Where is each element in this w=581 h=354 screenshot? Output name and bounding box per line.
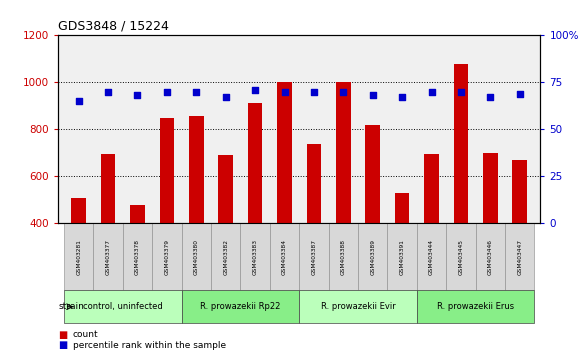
Text: GSM403388: GSM403388 [341, 239, 346, 275]
Text: GSM403378: GSM403378 [135, 239, 140, 275]
Text: R. prowazekii Evir: R. prowazekii Evir [321, 302, 396, 311]
Text: GSM403387: GSM403387 [311, 239, 317, 275]
Text: GSM403389: GSM403389 [370, 239, 375, 275]
Text: GSM403379: GSM403379 [164, 239, 170, 275]
Bar [329, 223, 358, 290]
Bar [417, 223, 446, 290]
Bar [241, 223, 270, 290]
Bar [512, 160, 527, 223]
Bar [152, 223, 182, 290]
Text: ■: ■ [58, 330, 67, 339]
Text: GSM403447: GSM403447 [517, 239, 522, 275]
Bar [270, 223, 299, 290]
Text: GSM403444: GSM403444 [429, 239, 434, 275]
Point [280, 89, 289, 95]
Text: ■: ■ [58, 340, 67, 350]
Bar [189, 116, 204, 223]
Text: GSM403380: GSM403380 [194, 239, 199, 275]
Bar [64, 223, 94, 290]
Point [368, 93, 378, 98]
Text: GSM403377: GSM403377 [106, 239, 110, 275]
Text: percentile rank within the sample: percentile rank within the sample [73, 341, 226, 350]
Bar [417, 290, 535, 323]
Bar [160, 118, 174, 223]
Bar [424, 154, 439, 223]
Text: GSM403383: GSM403383 [253, 239, 257, 275]
Point [221, 95, 230, 100]
Text: GSM403384: GSM403384 [282, 239, 287, 275]
Point [427, 89, 436, 95]
Bar [123, 223, 152, 290]
Bar [277, 82, 292, 223]
Text: R. prowazekii Rp22: R. prowazekii Rp22 [200, 302, 281, 311]
Text: GSM403391: GSM403391 [400, 239, 404, 275]
Bar [446, 223, 476, 290]
Bar [71, 199, 86, 223]
Bar [476, 223, 505, 290]
Bar [130, 206, 145, 223]
Point [456, 89, 465, 95]
Text: GSM403382: GSM403382 [223, 239, 228, 275]
Text: GDS3848 / 15224: GDS3848 / 15224 [58, 20, 169, 33]
Text: R. prowazekii Erus: R. prowazekii Erus [437, 302, 514, 311]
Point [133, 93, 142, 98]
Bar [394, 193, 410, 223]
Bar [218, 155, 233, 223]
Text: count: count [73, 330, 98, 339]
Bar [299, 223, 329, 290]
Bar [211, 223, 241, 290]
Text: control, uninfected: control, uninfected [83, 302, 163, 311]
Bar [182, 290, 299, 323]
Point [162, 89, 171, 95]
Text: strain: strain [59, 302, 85, 311]
Point [397, 95, 407, 100]
Bar [299, 290, 417, 323]
Bar [358, 223, 388, 290]
Bar [454, 64, 468, 223]
Bar [307, 144, 321, 223]
Point [309, 89, 318, 95]
Text: GSM403281: GSM403281 [76, 239, 81, 275]
Bar [248, 103, 263, 223]
Point [74, 98, 83, 104]
Bar [505, 223, 535, 290]
Point [250, 87, 260, 93]
Bar [336, 82, 351, 223]
Point [103, 89, 113, 95]
Bar [365, 125, 380, 223]
Bar [388, 223, 417, 290]
Bar [64, 290, 182, 323]
Bar [94, 223, 123, 290]
Point [486, 95, 495, 100]
Text: GSM403445: GSM403445 [458, 239, 464, 275]
Bar [101, 154, 116, 223]
Bar [483, 153, 498, 223]
Text: GSM403446: GSM403446 [488, 239, 493, 275]
Point [515, 91, 525, 96]
Point [339, 89, 348, 95]
Bar [182, 223, 211, 290]
Point [192, 89, 201, 95]
